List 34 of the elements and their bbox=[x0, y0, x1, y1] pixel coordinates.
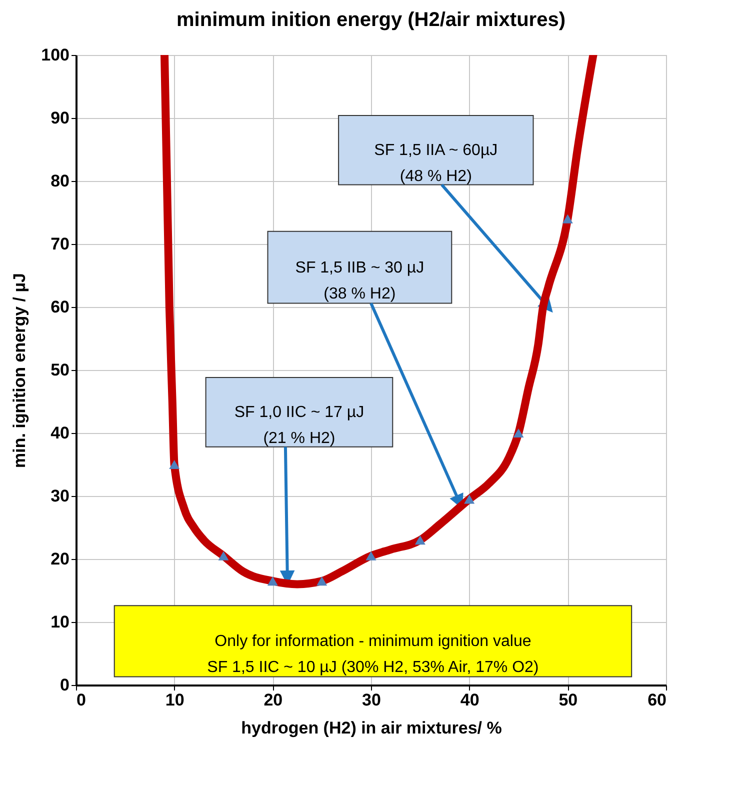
x-axis-title: hydrogen (H2) in air mixtures/ % bbox=[241, 718, 502, 738]
y-tick-label: 90 bbox=[50, 108, 70, 128]
chart-title: minimum inition energy (H2/air mixtures) bbox=[176, 9, 566, 31]
point bbox=[414, 536, 426, 545]
x-tick-label: 30 bbox=[362, 690, 381, 710]
point bbox=[267, 576, 278, 586]
x-tick-label: 50 bbox=[558, 690, 578, 710]
y-tick-label: 30 bbox=[50, 486, 70, 506]
y-tick-label: 0 bbox=[60, 676, 70, 694]
x-tick-label: 40 bbox=[460, 690, 480, 710]
y-tick-label: 50 bbox=[50, 360, 70, 380]
point bbox=[562, 214, 573, 224]
annotation: SF 1,5 IIA ~ 60µJ (48 % H2) bbox=[374, 142, 498, 186]
y-tick-label: 80 bbox=[50, 172, 70, 190]
y-tick-label: 20 bbox=[50, 550, 70, 568]
annotation: Only for information - minimum ignition value SF 1,5 IIC ~ 10 µJ (30% H2, 53% Air, 17% O2) bbox=[207, 633, 539, 676]
y-tick-label: 10 bbox=[50, 612, 70, 632]
point bbox=[218, 551, 229, 560]
x-tick-label: 10 bbox=[165, 690, 184, 710]
y-axis-title: min. ignition energy / µJ bbox=[10, 273, 30, 468]
y-tick-label: 40 bbox=[50, 424, 70, 442]
x-tick-label: 60 bbox=[648, 690, 666, 710]
point bbox=[316, 576, 328, 586]
y-tick-label: 70 bbox=[50, 234, 70, 254]
y-tick-label: 100 bbox=[41, 46, 70, 64]
x-tick-label: 20 bbox=[264, 690, 283, 710]
annotation: SF 1,5 IIB ~ 30 µJ (38 % H2) bbox=[295, 259, 424, 302]
y-tick-label: 60 bbox=[50, 298, 70, 316]
annotation: SF 1,0 IIC ~ 17 µJ (21 % H2) bbox=[234, 404, 364, 448]
x-tick-label: 0 bbox=[76, 690, 86, 710]
point bbox=[513, 428, 524, 438]
point bbox=[464, 494, 475, 504]
point bbox=[366, 551, 376, 560]
point bbox=[169, 460, 180, 470]
